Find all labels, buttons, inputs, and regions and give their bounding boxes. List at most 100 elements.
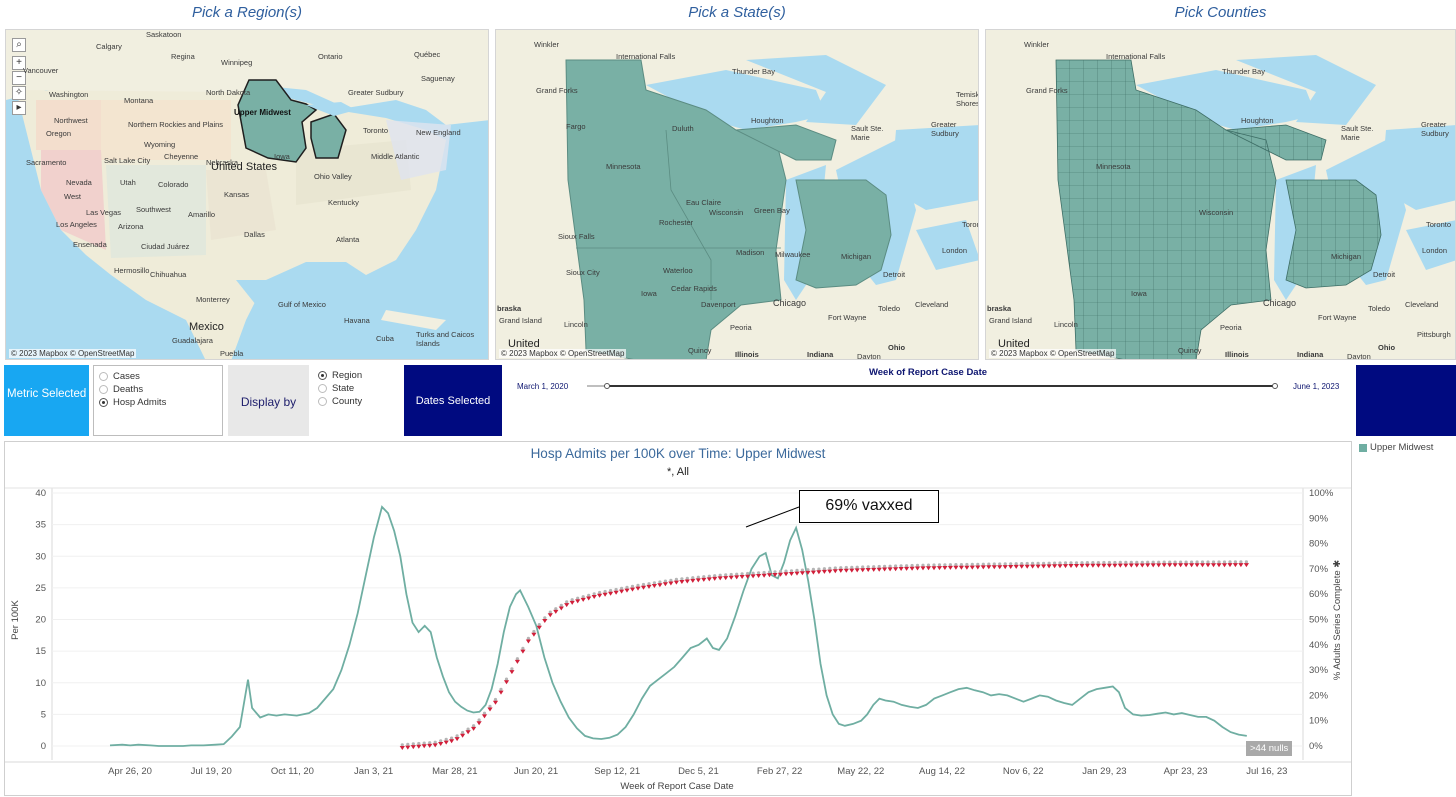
vax-marker [991,565,997,570]
display-option-region[interactable]: Region [318,369,398,382]
vax-marker [1210,563,1217,568]
vax-marker [947,565,953,570]
vax-marker [564,603,570,608]
vax-marker-shadow [493,697,498,702]
y2-tick-label: 50% [1309,615,1329,626]
zoom-out-icon[interactable]: − [12,71,26,85]
vax-marker [865,568,871,572]
vax-marker-shadow [444,737,448,742]
nulls-indicator[interactable]: >44 nulls [1246,741,1293,756]
vax-marker [476,721,482,726]
y-tick-label: 40 [35,488,46,499]
vax-marker [761,573,767,578]
vax-marker [871,567,877,572]
vax-marker-shadow [499,687,503,692]
y-tick-label: 20 [35,615,46,626]
vax-marker-shadow [576,596,580,600]
legend-swatch [1359,443,1367,452]
vax-marker-shadow [1140,560,1144,564]
vax-marker-shadow [800,568,805,572]
vax-marker-shadow [1036,561,1040,566]
vax-marker [514,659,520,664]
metric-option-deaths[interactable]: Deaths [99,383,222,396]
vax-marker-shadow [757,571,761,575]
vax-marker [619,589,625,594]
vax-marker-shadow [488,704,492,708]
metric-option-cases[interactable]: Cases [99,370,222,383]
vax-marker [558,606,564,611]
vax-marker [882,567,888,572]
vax-marker [608,591,614,596]
vax-marker-shadow [910,563,914,568]
state-map[interactable]: Winkler International Falls Thunder Bay … [495,29,979,360]
vax-marker-shadow [1014,562,1018,566]
zoom-in-icon[interactable]: + [12,56,26,70]
expand-icon[interactable]: ▸ [12,101,26,115]
vax-marker-shadow [674,577,679,582]
date-slider-start-handle[interactable] [604,383,610,389]
date-slider-range[interactable] [607,385,1275,387]
vax-marker [465,730,471,735]
vax-marker [772,573,778,577]
vax-marker [1150,563,1156,568]
date-slider-end-handle[interactable] [1272,383,1278,389]
display-option-state[interactable]: State [318,382,398,395]
search-icon[interactable]: ⌕ [12,38,26,52]
vax-marker-shadow [1239,560,1243,564]
vax-marker-shadow [888,564,892,568]
vax-marker [1068,564,1074,568]
display-radio-group: Region State County [313,365,398,436]
radio-icon [99,385,108,394]
vax-marker [843,568,849,573]
vax-marker [1205,563,1211,568]
vax-marker [679,580,685,584]
vax-marker-shadow [565,600,569,604]
vax-marker [1013,564,1019,569]
vax-marker [931,566,937,571]
vax-marker-shadow [844,565,848,570]
date-slider-end: June 1, 2023 [1293,382,1340,391]
vax-marker-shadow [1135,560,1139,564]
display-option-county[interactable]: County [318,395,398,408]
state-map-canvas [496,30,978,359]
display-by-label: Display by [228,365,309,436]
vax-marker-shadow [1003,562,1007,566]
vax-marker [460,733,466,738]
vax-marker [810,570,816,575]
county-map[interactable]: Winkler International Falls Thunder Bay … [985,29,1456,360]
vax-marker [443,740,449,745]
vax-marker [427,743,433,748]
x-tick-label: Jul 19, 20 [191,766,232,777]
region-map-credit[interactable]: © 2023 Mapbox © OpenStreetMap [9,349,137,358]
county-map-credit[interactable]: © 2023 Mapbox © OpenStreetMap [989,349,1117,358]
vax-marker [794,571,800,576]
vax-marker-shadow [1222,560,1227,564]
vax-marker-shadow [1118,560,1122,565]
vax-marker-shadow [883,564,887,568]
state-map-credit[interactable]: © 2023 Mapbox © OpenStreetMap [499,349,627,358]
region-map[interactable]: ⌕ + − ✧ ▸ Upper Midwest Saskatoon Calgar… [5,29,489,360]
vax-marker-shadow [647,582,651,586]
vax-marker [953,565,959,570]
vax-marker [920,566,926,571]
vax-marker [657,583,663,588]
chart-legend[interactable]: Upper Midwest [1359,442,1433,453]
vax-marker [542,619,548,623]
vax-marker-shadow [729,572,733,577]
vax-marker [432,743,438,748]
metric-option-hosp-admits[interactable]: Hosp Admits [99,396,222,409]
vax-marker [449,739,455,744]
vax-marker-shadow [406,742,410,747]
vax-marker-shadow [773,570,777,574]
vax-marker [597,593,603,598]
x-tick-label: Jun 20, 21 [514,766,558,777]
vax-marker-shadow [433,740,437,744]
vax-marker-shadow [1211,560,1216,564]
pin-icon[interactable]: ✧ [12,86,26,100]
vax-marker [525,639,531,644]
vax-marker [777,572,784,577]
vax-marker [662,582,668,587]
vax-marker-shadow [400,743,404,747]
radio-icon [318,384,327,393]
